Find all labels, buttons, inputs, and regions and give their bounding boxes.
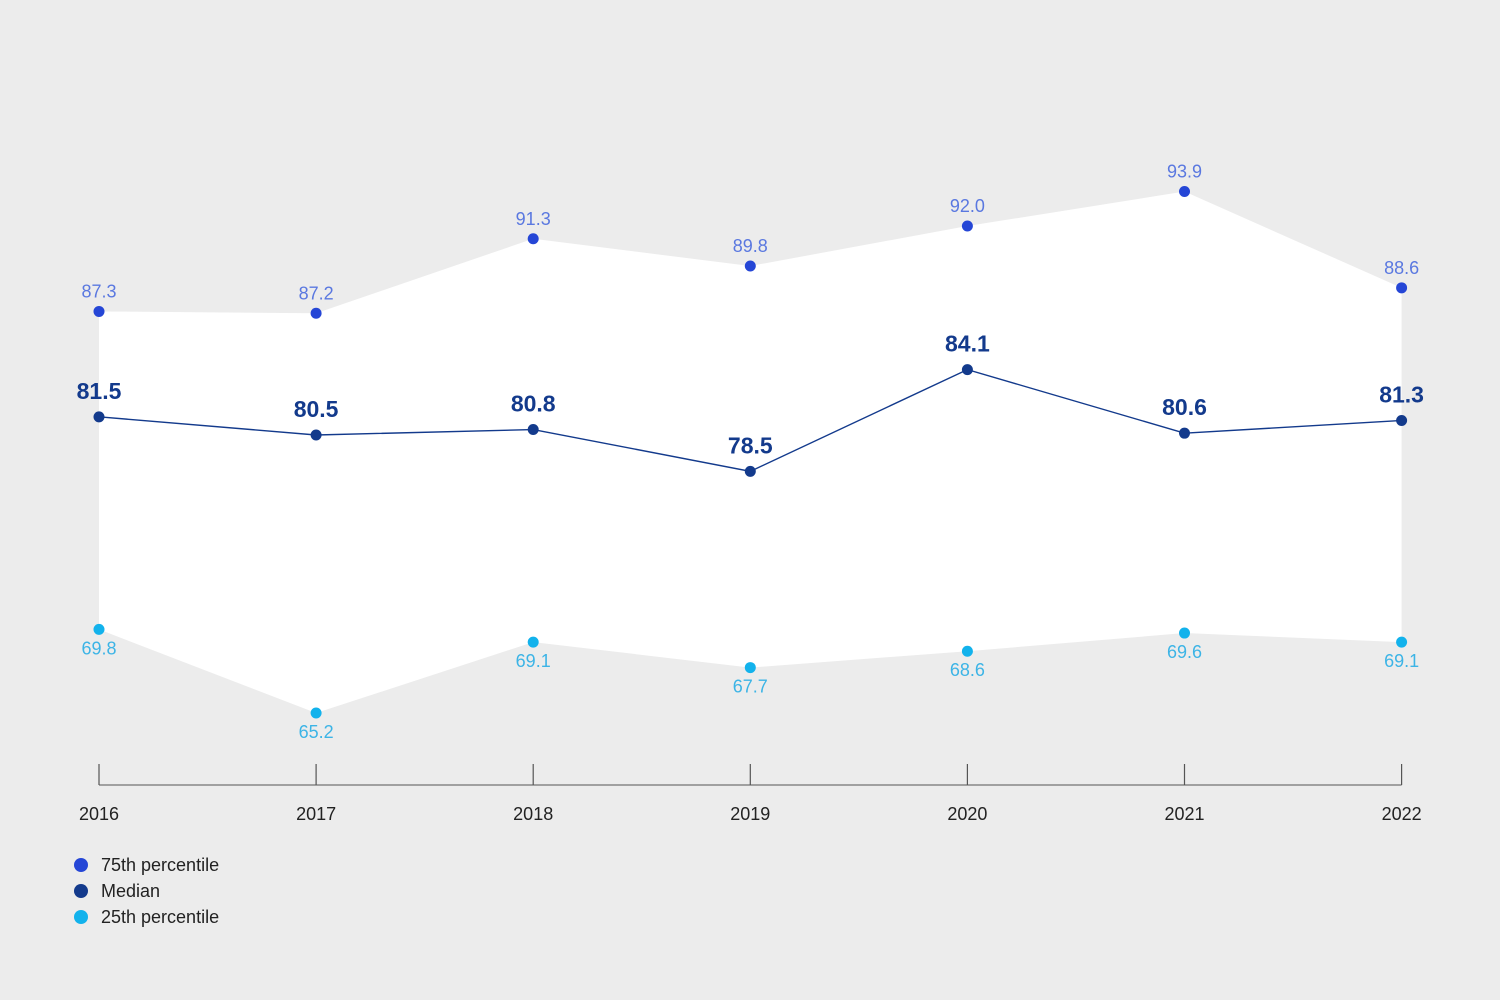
p25-point	[527, 636, 539, 648]
p75-data-label: 92.0	[950, 196, 985, 216]
median-data-label: 78.5	[728, 432, 773, 458]
median-point	[527, 424, 539, 436]
legend-marker-p25	[74, 910, 88, 924]
x-axis: 2016 2017 2018 2019 2020 2021 2022	[79, 764, 1422, 824]
x-tick-label: 2016	[79, 804, 119, 824]
x-tick-label: 2021	[1164, 804, 1204, 824]
median-data-label: 80.8	[511, 391, 556, 417]
p25-data-label: 65.2	[299, 722, 334, 742]
p25-data-label: 69.8	[81, 638, 116, 658]
p25-point	[1179, 627, 1190, 639]
x-tick-label: 2022	[1382, 804, 1422, 824]
p75-point	[1396, 282, 1408, 294]
p75-data-label: 91.3	[516, 209, 551, 229]
percentile-band	[99, 191, 1402, 713]
p75-data-label: 87.2	[299, 283, 334, 303]
p25-point	[93, 623, 105, 635]
p25-data-label: 67.7	[733, 677, 768, 697]
p25-data-label: 69.1	[1384, 651, 1419, 671]
legend-label-p25: 25th percentile	[101, 906, 220, 927]
p75-data-label: 87.3	[81, 281, 116, 301]
legend-marker-median	[74, 884, 88, 898]
median-data-label: 80.5	[294, 396, 339, 422]
data-labels: 87.3 87.2 91.3 89.8 92.0 93.9 88.6 81.5 80.5 80.8…	[77, 162, 1424, 742]
p75-point	[527, 233, 539, 245]
median-point	[1179, 427, 1190, 439]
p75-data-label: 89.8	[733, 236, 768, 256]
x-tick-label: 2020	[947, 804, 987, 824]
median-point	[744, 465, 756, 477]
median-point	[93, 411, 105, 423]
median-data-label: 84.1	[945, 331, 990, 357]
series-points	[93, 186, 1408, 719]
p25-data-label: 68.6	[950, 660, 985, 680]
x-tick-label: 2017	[296, 804, 336, 824]
p25-point	[1396, 636, 1408, 648]
legend-item-p75: 75th percentile	[74, 852, 219, 878]
p25-data-label: 69.1	[516, 651, 551, 671]
legend-item-median: Median	[74, 878, 219, 904]
x-tick-label: 2018	[513, 804, 553, 824]
median-data-label: 81.3	[1379, 381, 1424, 407]
p25-data-label: 69.6	[1167, 642, 1202, 662]
percentile-band-layer	[99, 191, 1402, 713]
legend-item-p25: 25th percentile	[74, 904, 219, 930]
p75-data-label: 88.6	[1384, 258, 1419, 278]
median-point	[961, 364, 973, 376]
p75-point	[1179, 186, 1190, 198]
p75-data-label: 93.9	[1167, 162, 1202, 182]
median-data-label: 81.5	[77, 378, 122, 404]
p25-point	[961, 645, 973, 657]
legend-label-median: Median	[101, 880, 161, 901]
legend: 75th percentile Median 25th percentile	[74, 852, 219, 930]
median-point	[310, 429, 322, 441]
p75-point	[93, 305, 105, 317]
p25-point	[310, 707, 322, 719]
median-data-label: 80.6	[1162, 394, 1207, 420]
x-tick-label: 2019	[730, 804, 770, 824]
p75-point	[744, 260, 756, 272]
p25-point	[744, 662, 756, 674]
legend-label-p75: 75th percentile	[101, 854, 220, 875]
median-point	[1396, 414, 1408, 426]
legend-marker-p75	[74, 858, 88, 872]
p75-point	[961, 220, 973, 232]
p75-point	[310, 307, 322, 319]
